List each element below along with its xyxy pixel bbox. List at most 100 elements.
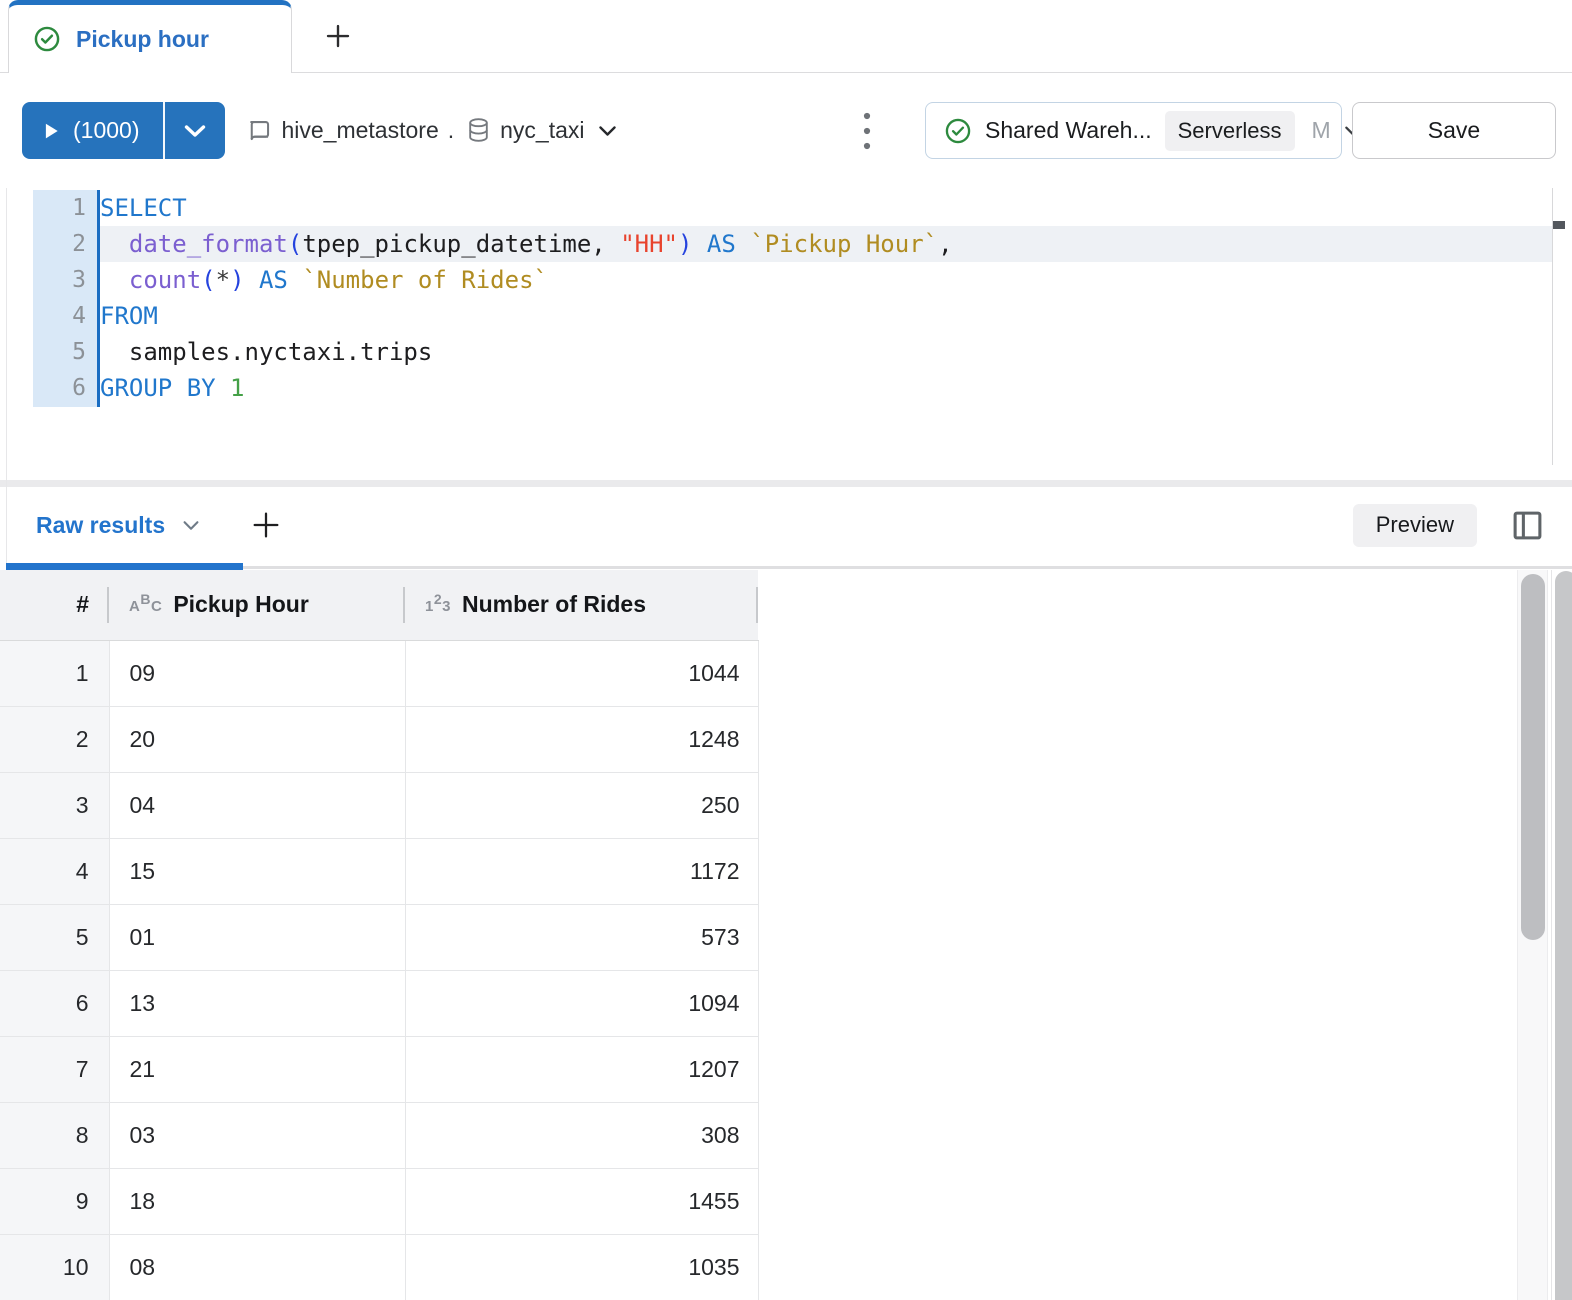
cell-rides[interactable]: 250: [405, 772, 759, 839]
cell-hour[interactable]: 15: [109, 838, 406, 905]
cell-hour[interactable]: 09: [109, 640, 406, 707]
results-tab-strip: [0, 563, 1572, 570]
cell-hour[interactable]: 04: [109, 772, 406, 839]
cell-rownum[interactable]: 6: [0, 970, 110, 1037]
code-line: FROM: [100, 302, 158, 330]
line-number: 1: [72, 195, 86, 221]
table-row: 10 08 1035: [0, 1234, 759, 1300]
cell-hour[interactable]: 20: [109, 706, 406, 773]
line-number: 5: [72, 339, 86, 365]
sql-code-editor[interactable]: 1 2 3 4 5 6 SELECT date_format(tpep_pickup_da…: [0, 188, 1572, 480]
pane-resize-handle[interactable]: [0, 480, 1572, 487]
column-header-number-of-rides[interactable]: 123 Number of Rides: [405, 570, 758, 641]
run-options-chevron[interactable]: [163, 102, 226, 159]
cell-hour[interactable]: 08: [109, 1234, 406, 1300]
cell-hour[interactable]: 13: [109, 970, 406, 1037]
line-number-gutter: 1 2 3 4 5 6: [33, 190, 100, 407]
cell-rownum[interactable]: 1: [0, 640, 110, 707]
kebab-menu-button[interactable]: [853, 103, 881, 159]
preview-button[interactable]: Preview: [1352, 503, 1477, 547]
cell-hour[interactable]: 21: [109, 1036, 406, 1103]
overview-ruler-mark: [1553, 221, 1565, 229]
results-toolbar: Raw results Preview: [0, 487, 1572, 563]
table-row: 3 04 250: [0, 772, 759, 839]
code-line: GROUP BY 1: [100, 374, 245, 402]
table-row: 4 15 1172: [0, 838, 759, 905]
cell-rownum[interactable]: 4: [0, 838, 110, 905]
panel-toggle-button[interactable]: [1509, 507, 1546, 544]
table-row: 1 09 1044: [0, 640, 759, 707]
cell-rides[interactable]: 1172: [405, 838, 759, 905]
tab-bar: Pickup hour: [0, 0, 1572, 73]
chevron-down-icon: [598, 125, 617, 137]
results-tab-raw[interactable]: Raw results: [36, 512, 200, 539]
table-row: 6 13 1094: [0, 970, 759, 1037]
table-row: 7 21 1207: [0, 1036, 759, 1103]
cell-rownum[interactable]: 2: [0, 706, 110, 773]
results-tab-label: Raw results: [36, 511, 166, 538]
code-line: SELECT: [100, 194, 187, 222]
cell-rides[interactable]: 1094: [405, 970, 759, 1037]
catalog-selector[interactable]: hive_metastore . nyc_taxi: [245, 117, 616, 144]
cell-hour[interactable]: 18: [109, 1168, 406, 1235]
tab-pickup-hour[interactable]: Pickup hour: [8, 0, 292, 73]
catalog-dot: .: [447, 117, 455, 143]
cell-rides[interactable]: 1455: [405, 1168, 759, 1235]
run-button-group: (1000): [22, 102, 226, 159]
cell-rownum[interactable]: 10: [0, 1234, 110, 1300]
table-row: 8 03 308: [0, 1102, 759, 1169]
cell-rides[interactable]: 1207: [405, 1036, 759, 1103]
table-row: 5 01 573: [0, 904, 759, 971]
catalog-name: hive_metastore: [281, 117, 439, 143]
plus-icon: [250, 509, 282, 541]
warehouse-size: M: [1311, 117, 1331, 143]
code-line: count(*) AS `Number of Rides`: [128, 266, 548, 294]
results-table: # ABC Pickup Hour 123 Number of Rides 1 09 1…: [0, 570, 759, 1300]
cell-rides[interactable]: 308: [405, 1102, 759, 1169]
tab-strip-border: [243, 566, 1572, 569]
cell-rownum[interactable]: 9: [0, 1168, 110, 1235]
cell-rides[interactable]: 1044: [405, 640, 759, 707]
cell-rownum[interactable]: 3: [0, 772, 110, 839]
cell-hour[interactable]: 01: [109, 904, 406, 971]
cell-rownum[interactable]: 5: [0, 904, 110, 971]
add-visualization-button[interactable]: [246, 505, 286, 545]
123-type-icon: 123: [425, 591, 451, 616]
cell-hour[interactable]: 03: [109, 1102, 406, 1169]
table-row: 9 18 1455: [0, 1168, 759, 1235]
table-row: 2 20 1248: [0, 706, 759, 773]
check-circle-icon: [944, 117, 972, 145]
plus-icon: [323, 21, 353, 51]
query-toolbar: (1000) hive_metastore .: [0, 73, 1572, 188]
chevron-down-icon: [182, 520, 200, 531]
active-tab-indicator: [6, 563, 243, 570]
schema-name: nyc_taxi: [500, 117, 585, 143]
cell-rownum[interactable]: 8: [0, 1102, 110, 1169]
database-icon: [466, 117, 491, 144]
warehouse-name: Shared Wareh...: [985, 117, 1152, 143]
cell-rownum[interactable]: 7: [0, 1036, 110, 1103]
row-number-header[interactable]: #: [0, 570, 109, 641]
line-number: 3: [72, 267, 86, 293]
warehouse-selector[interactable]: Shared Wareh... Serverless M: [925, 102, 1361, 159]
results-scrollbar-thumb[interactable]: [1521, 574, 1545, 940]
abc-type-icon: ABC: [129, 591, 163, 616]
new-tab-button[interactable]: [319, 17, 357, 55]
panel-toggle-icon: [1511, 509, 1544, 542]
chevron-down-icon: [184, 124, 206, 138]
code-line: date_format(tpep_pickup_datetime, "HH") …: [100, 226, 1552, 262]
cell-rides[interactable]: 1035: [405, 1234, 759, 1300]
run-button-label: (1000): [73, 117, 140, 143]
column-header-pickup-hour[interactable]: ABC Pickup Hour: [109, 570, 405, 641]
table-header-row: # ABC Pickup Hour 123 Number of Rides: [0, 570, 758, 641]
save-button[interactable]: Save: [1352, 102, 1556, 159]
cell-rides[interactable]: 1248: [405, 706, 759, 773]
page-scrollbar-thumb[interactable]: [1555, 571, 1572, 1300]
run-button[interactable]: (1000): [22, 102, 164, 159]
cell-rides[interactable]: 573: [405, 904, 759, 971]
kebab-menu-icon: [863, 109, 871, 153]
tab-label: Pickup hour: [76, 25, 209, 52]
serverless-badge: Serverless: [1164, 110, 1295, 151]
editor-scroll-border: [1552, 188, 1553, 465]
